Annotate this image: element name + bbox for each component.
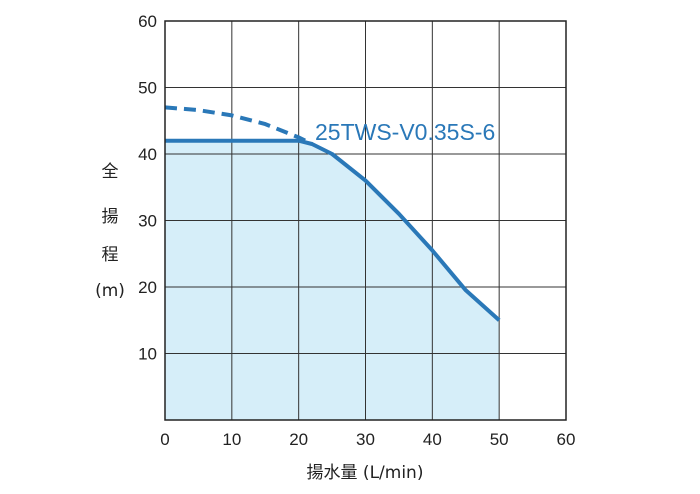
y-tick-labels: 10 20 30 40 50 60	[138, 12, 157, 364]
y-tick-label: 30	[138, 212, 157, 231]
plot-border	[164, 20, 567, 421]
x-tick-label: 60	[557, 430, 576, 449]
x-tick-label: 10	[222, 430, 241, 449]
y-tick-label: 40	[138, 145, 157, 164]
y-axis-title-char: 程	[102, 245, 119, 265]
y-tick-label: 10	[138, 345, 157, 364]
x-axis-title: 揚水量 (L/min)	[307, 463, 424, 483]
series-label: 25TWS-V0.35S-6	[315, 119, 495, 145]
y-tick-label: 60	[138, 12, 157, 31]
operating-range-fill	[165, 140, 500, 420]
x-tick-label: 40	[423, 430, 442, 449]
y-axis-title-char: 揚	[102, 207, 119, 227]
x-tick-labels: 0 10 20 30 40 50 60	[160, 430, 575, 449]
curves	[164, 105, 501, 322]
y-axis-title-char: 全	[102, 162, 119, 182]
y-tick-label: 20	[138, 278, 157, 297]
x-tick-label: 30	[356, 430, 375, 449]
y-axis-title-unit: (m)	[95, 281, 125, 301]
y-tick-label: 50	[138, 79, 157, 98]
shaded-area	[165, 140, 500, 420]
curve-dashed	[164, 105, 313, 146]
x-tick-label: 20	[289, 430, 308, 449]
plot-frame	[164, 20, 567, 421]
y-axis-title: 全 揚 程 (m)	[95, 162, 125, 301]
x-tick-label: 50	[490, 430, 509, 449]
grid	[165, 21, 566, 420]
x-tick-label: 0	[160, 430, 169, 449]
